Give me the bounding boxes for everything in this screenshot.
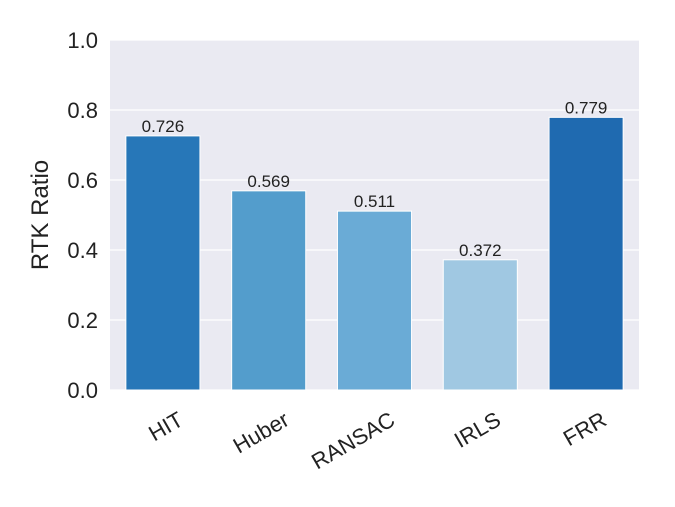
y-axis-title: RTK Ratio (27, 160, 54, 270)
x-tick-label-hit: HIT (144, 407, 187, 446)
x-tick-label-frr: FRR (559, 407, 611, 451)
bars (125, 116, 624, 391)
data-label-irls: 0.372 (459, 241, 502, 260)
data-label-huber: 0.569 (247, 172, 290, 191)
bar-irls (442, 259, 518, 391)
y-tick-label: 0.6 (67, 168, 98, 193)
x-axis-ticks: HIT Huber RANSAC IRLS FRR (144, 407, 610, 475)
y-tick-label: 0.8 (67, 98, 98, 123)
bar-huber (231, 190, 307, 391)
bar-hit (125, 135, 201, 391)
x-tick-label-ransac: RANSAC (307, 407, 399, 475)
y-axis-ticks: 0.0 0.2 0.4 0.6 0.8 1.0 (67, 28, 98, 403)
x-tick-label-irls: IRLS (450, 407, 505, 453)
data-label-ransac: 0.511 (354, 192, 395, 211)
y-tick-label: 0.0 (67, 378, 98, 403)
data-labels: 0.726 0.569 0.511 0.372 0.779 (142, 98, 608, 259)
bar-frr (548, 116, 624, 391)
y-tick-label: 0.2 (67, 308, 98, 333)
y-tick-label: 1.0 (67, 28, 98, 53)
data-label-hit: 0.726 (142, 117, 185, 136)
x-tick-label-huber: Huber (229, 407, 293, 459)
y-tick-label: 0.4 (67, 238, 98, 263)
data-label-frr: 0.779 (565, 98, 608, 117)
bar-ransac (336, 210, 413, 391)
